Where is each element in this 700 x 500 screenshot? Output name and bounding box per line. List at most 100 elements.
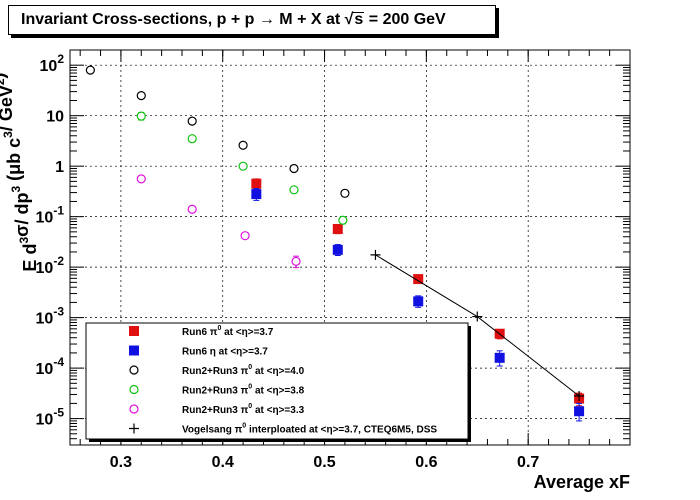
data-point bbox=[251, 178, 262, 189]
legend-label-rest: at <η>=3.8 bbox=[252, 386, 304, 397]
y-tick-mantissa: 10 bbox=[36, 260, 54, 277]
y-axis-title: E d3σ/ dp3 (μb c3/ GeV2) bbox=[0, 72, 40, 271]
data-point bbox=[413, 274, 424, 285]
y-tick-exponent: -4 bbox=[53, 355, 64, 369]
legend-label: Run2+Run3 π0 at <η>=3.3 bbox=[182, 403, 305, 416]
y-tick-exponent: -5 bbox=[53, 406, 64, 420]
data-point bbox=[136, 90, 146, 101]
data-point bbox=[187, 134, 197, 144]
y-tick-label: 10-4 bbox=[36, 355, 65, 378]
data-point bbox=[187, 116, 197, 126]
data-point bbox=[238, 140, 248, 150]
legend-marker bbox=[129, 365, 139, 375]
y-tick-mantissa: 10 bbox=[36, 311, 54, 328]
legend-label: Vogelsang π0 interploated at <η>=3.7, CT… bbox=[182, 423, 437, 436]
data-point bbox=[136, 174, 146, 184]
x-tick-label: 0.3 bbox=[110, 454, 132, 471]
y-title-part: ) bbox=[0, 72, 8, 78]
title-sqrt-sign: √ bbox=[344, 11, 354, 28]
data-marks bbox=[85, 65, 585, 422]
legend-marker bbox=[129, 326, 139, 336]
data-point bbox=[472, 311, 483, 322]
legend-label-main: Vogelsang π bbox=[182, 425, 243, 436]
x-tick-label: 0.6 bbox=[415, 454, 437, 471]
series-3 bbox=[136, 111, 348, 225]
series-1 bbox=[251, 188, 585, 422]
y-tick-label: 1 bbox=[55, 159, 64, 176]
data-point bbox=[85, 65, 95, 75]
series-2 bbox=[85, 65, 350, 198]
y-tick-mantissa: 10 bbox=[36, 210, 54, 227]
y-title-part: E d bbox=[20, 244, 40, 272]
legend-label-main: Run2+Run3 π bbox=[182, 405, 249, 416]
y-tick-mantissa: 10 bbox=[36, 412, 54, 429]
legend-label-main: Run6 π bbox=[182, 327, 218, 338]
data-point bbox=[136, 111, 146, 121]
legend-label-sup: 0 bbox=[248, 403, 252, 410]
legend-label-main: Run2+Run3 π bbox=[182, 386, 249, 397]
y-tick-exponent: -1 bbox=[53, 204, 64, 218]
y-tick-label: 10-5 bbox=[36, 406, 65, 429]
title-sqrt-s: s bbox=[353, 11, 365, 28]
data-point bbox=[574, 391, 585, 402]
y-tick-label: 10-1 bbox=[36, 204, 65, 227]
data-point bbox=[291, 256, 301, 266]
title-prefix: Invariant Cross-sections, p + p → M + X … bbox=[21, 11, 345, 28]
data-point bbox=[289, 163, 299, 174]
data-point bbox=[289, 185, 299, 195]
y-title-part: 3 bbox=[1, 131, 15, 138]
legend-label: Run2+Run3 π0 at <η>=3.8 bbox=[182, 384, 305, 397]
legend-label: Run2+Run3 π0 at <η>=4.0 bbox=[182, 364, 305, 377]
data-point bbox=[187, 204, 197, 214]
legend-label: Run6 π0 at <η>=3.7 bbox=[182, 325, 274, 338]
y-title-part: / GeV bbox=[0, 85, 16, 131]
legend-marker bbox=[129, 423, 139, 434]
y-tick-mantissa: 10 bbox=[40, 58, 58, 75]
x-tick-label: 0.5 bbox=[313, 454, 335, 471]
legend-marker bbox=[129, 404, 139, 414]
y-tick-label: 10-2 bbox=[36, 254, 65, 277]
chart-title: Invariant Cross-sections, p + p → M + X … bbox=[9, 11, 446, 29]
x-axis-title: Average xF bbox=[534, 472, 630, 492]
data-point bbox=[494, 352, 505, 363]
y-title-part: (μb c bbox=[4, 138, 24, 186]
y-title-part: 3 bbox=[17, 237, 31, 244]
y-tick-exponent: -3 bbox=[53, 305, 64, 319]
x-tick-label: 0.4 bbox=[212, 454, 234, 471]
legend-label-rest: at <η>=3.7 bbox=[221, 327, 273, 338]
chart-title-box: Invariant Cross-sections, p + p → M + X … bbox=[8, 5, 496, 35]
title-suffix: = 200 GeV bbox=[364, 11, 446, 28]
data-point bbox=[338, 215, 348, 225]
legend-label-main: Run2+Run3 π bbox=[182, 366, 249, 377]
data-point bbox=[332, 223, 343, 234]
legend-label-sup: 0 bbox=[248, 384, 252, 391]
legend-box bbox=[85, 322, 469, 440]
legend-marker bbox=[129, 384, 139, 395]
data-point bbox=[370, 249, 381, 260]
series-4 bbox=[136, 174, 301, 269]
series-5 bbox=[370, 249, 585, 402]
axes: 0.3 0.4 0.5 0.6 0.710210110-110-210-310-410-… bbox=[36, 49, 630, 471]
y-tick-exponent: 2 bbox=[57, 52, 64, 66]
y-tick-mantissa: 10 bbox=[36, 361, 54, 378]
legend-label: Run6 η at <η>=3.7 bbox=[182, 347, 268, 358]
data-point bbox=[240, 231, 250, 241]
x-tick-label: 0.7 bbox=[517, 454, 539, 471]
data-point bbox=[251, 189, 262, 200]
legend-label-rest: interploated at <η>=3.7, CTEQ6M5, DSS bbox=[246, 425, 437, 436]
legend-label-sup: 0 bbox=[242, 423, 246, 430]
y-tick-exponent: -2 bbox=[53, 254, 64, 268]
legend-label-main: Run6 η at <η>=3.7 bbox=[182, 347, 268, 358]
y-title-part: 2 bbox=[0, 78, 7, 85]
y-tick-label: 102 bbox=[40, 52, 65, 75]
data-point bbox=[340, 188, 350, 198]
data-point bbox=[332, 244, 343, 255]
legend-label-sup: 0 bbox=[217, 325, 221, 332]
y-tick-label: 10 bbox=[46, 109, 64, 126]
legend-label-rest: at <η>=4.0 bbox=[252, 366, 304, 377]
y-tick-label: 10-3 bbox=[36, 305, 65, 328]
legend-label-sup: 0 bbox=[248, 364, 252, 371]
y-title-part: σ/ dp bbox=[12, 193, 32, 237]
